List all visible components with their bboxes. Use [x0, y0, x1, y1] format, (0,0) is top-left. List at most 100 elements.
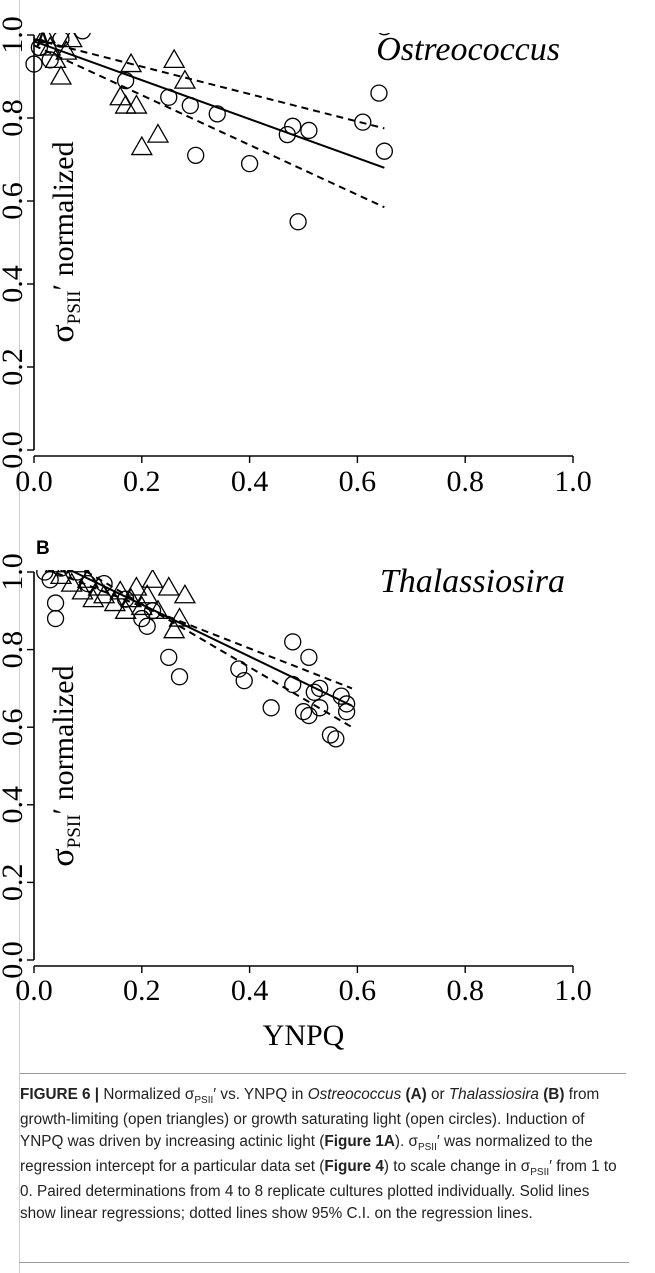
- y-tick-label: 0.8: [0, 631, 29, 669]
- x-tick-label: 0.6: [339, 974, 377, 1007]
- y-tick-label: 0.4: [0, 786, 29, 824]
- triangle-point: [163, 618, 186, 639]
- circle-point: [170, 668, 189, 686]
- caption-sub: PSII: [417, 1142, 437, 1154]
- circle-point: [46, 609, 65, 628]
- circle-point: [95, 574, 113, 593]
- triangle-point: [173, 69, 197, 89]
- panel-b: 0.0 0.2 0.4 0.6 0.8 1.0 0.0 0.2 0.4 0.6 0.8 1.0 B Tha…: [0, 538, 592, 1052]
- circle-point: [235, 671, 253, 690]
- caption-text: ′ was normalized to the regression inter…: [20, 1133, 593, 1175]
- caption-text: or: [426, 1086, 449, 1103]
- species-annotation: Ostreococcus: [376, 31, 560, 68]
- triangle-point: [125, 94, 148, 114]
- caption-text: from growth-limiting (open triangles) or…: [20, 1086, 600, 1151]
- circle-point: [327, 730, 345, 748]
- y-tick-label: 0.6: [0, 708, 29, 746]
- circle-point: [300, 121, 318, 140]
- y-tick-label: 1.0: [0, 16, 29, 54]
- triangle-point: [39, 36, 62, 56]
- y-axis-label: σPSII′ normalized: [44, 665, 85, 866]
- triangle-point: [60, 33, 83, 48]
- triangle-point: [60, 572, 83, 592]
- circle-point: [160, 648, 178, 667]
- circle-point: [378, 33, 391, 36]
- y-tick-label: 0.2: [0, 348, 29, 386]
- circle-point: [41, 571, 59, 589]
- caption-species: Ostreococcus: [307, 1086, 402, 1103]
- triangle-point: [114, 599, 137, 619]
- circle-point: [208, 105, 226, 123]
- circle-point: [311, 679, 329, 698]
- caption-species: Thalassiosira: [448, 1086, 539, 1103]
- figure-caption: FIGURE 6 | Normalized σPSII′ vs. YNPQ in…: [20, 1073, 626, 1226]
- plot-area: [25, 10, 394, 231]
- circle-point: [337, 695, 356, 713]
- caption-figure-link[interactable]: Figure 1A: [324, 1133, 395, 1151]
- caption-figure-label: FIGURE 6 |: [20, 1086, 100, 1103]
- y-axis-label-sub: PSII: [64, 290, 85, 324]
- plot-area: [36, 546, 356, 748]
- triangle-point: [44, 570, 67, 573]
- panel-a: 0.00.20.40.60.81.00.0 0.2 0.4 0.6 0.8 1.0A Ost…: [0, 10, 592, 498]
- triangle-point: [71, 580, 94, 600]
- triangle-point: [109, 85, 132, 106]
- circle-point: [284, 633, 302, 651]
- circle-point: [284, 675, 302, 694]
- y-tick-label: 0.2: [0, 864, 29, 902]
- circle-point: [300, 648, 318, 667]
- circle-point: [37, 10, 53, 26]
- triangle-point: [168, 607, 191, 627]
- circle-point: [354, 113, 372, 131]
- triangle-point: [125, 576, 148, 596]
- triangle-point: [136, 583, 159, 604]
- y-axis-label-symbol: σ: [44, 324, 81, 342]
- caption-sub: PSII: [530, 1167, 550, 1178]
- ci-upper-line: [33, 38, 385, 130]
- triangle-point: [173, 583, 197, 604]
- circle-point: [52, 570, 70, 577]
- triangle-point: [65, 570, 89, 573]
- circle-point: [138, 617, 156, 635]
- circle-point: [46, 594, 65, 612]
- triangle-point: [33, 33, 56, 44]
- triangle-point: [119, 52, 143, 73]
- triangle-point: [119, 587, 143, 608]
- x-tick-label: 0.6: [339, 465, 377, 498]
- regression-line: [33, 40, 385, 169]
- x-tick-label: 1.0: [554, 974, 592, 1007]
- x-tick-label: 0.0: [15, 974, 53, 1007]
- triangle-point: [56, 546, 76, 564]
- circle-point: [59, 570, 73, 573]
- triangle-point: [130, 595, 153, 616]
- circle-point: [305, 683, 323, 701]
- circle-point: [74, 33, 91, 40]
- circle-point: [278, 125, 296, 144]
- circle-point: [294, 703, 313, 721]
- caption-figure-link[interactable]: Figure 4: [324, 1157, 384, 1175]
- circle-point: [289, 213, 307, 231]
- ci-lower-line: [81, 570, 353, 729]
- x-tick-label: 0.8: [446, 974, 484, 1007]
- triangle-point: [55, 40, 78, 60]
- y-tick-label: 0.0: [0, 431, 29, 469]
- triangle-point: [109, 580, 132, 600]
- x-tick-label: 0.4: [231, 974, 269, 1007]
- ci-lower-line: [33, 44, 385, 209]
- y-axis-label-rest: ′ normalized: [47, 141, 80, 290]
- triangle-point: [29, 13, 49, 31]
- y-axis-label-sub: PSII: [64, 814, 85, 848]
- bottom-rule: [19, 1262, 629, 1263]
- y-axis-label-symbol: σ: [44, 848, 81, 866]
- circle-point: [262, 699, 280, 717]
- circle-point: [187, 146, 205, 165]
- triangle-point: [114, 94, 137, 114]
- caption-text: ′ from 1 to 0. Paired determinations fro…: [20, 1157, 617, 1223]
- circle-point: [337, 703, 356, 721]
- caption-text: ) to scale change in σ: [383, 1157, 531, 1175]
- circle-point: [181, 96, 199, 115]
- triangle-point: [82, 587, 105, 608]
- y-tick-label: 0.6: [0, 182, 29, 220]
- triangle-point: [103, 591, 126, 612]
- circle-point: [160, 88, 178, 106]
